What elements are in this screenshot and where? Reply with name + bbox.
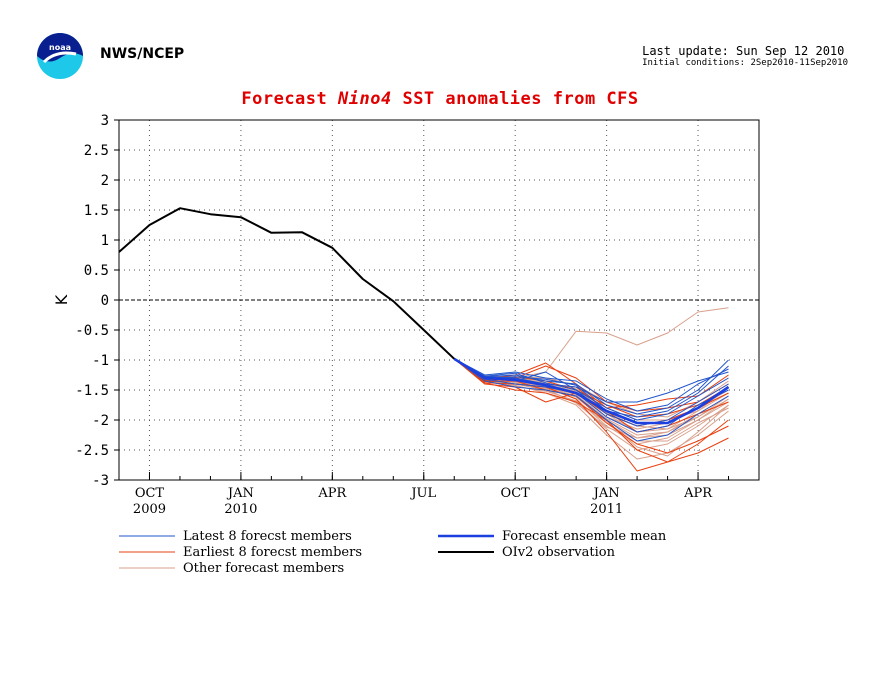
y-tick-label: 1.5 [84, 203, 109, 219]
y-tick-label: -2.5 [75, 443, 109, 459]
x-year-label: 2011 [590, 502, 623, 517]
svg-text:noaa: noaa [49, 43, 71, 52]
title-part-2: Nino4 [338, 89, 392, 109]
x-tick-label: OCT [135, 486, 165, 501]
x-tick-label: JAN [592, 486, 620, 501]
earliest-member-line [453, 358, 729, 454]
y-tick-label: 1 [101, 233, 109, 249]
y-tick-label: -1.5 [75, 383, 109, 399]
noaa-logo: noaa [37, 33, 83, 79]
x-tick-label: JUL [409, 486, 436, 501]
y-tick-label: 0.5 [84, 263, 109, 279]
title-part-3: SST anomalies from CFS [402, 89, 639, 109]
x-year-label: 2009 [133, 502, 166, 517]
y-tick-label: 3 [101, 113, 109, 129]
y-tick-label: -1 [92, 353, 109, 369]
y-tick-label: 2 [101, 173, 109, 189]
legend-label-other: Other forecast members [183, 561, 344, 576]
legend-label-observation: OIv2 observation [502, 545, 616, 560]
observation-line [118, 207, 455, 360]
initial-conditions-text: Initial conditions: 2Sep2010-11Sep2010 [642, 58, 848, 68]
y-tick-label: -0.5 [75, 323, 109, 339]
earliest-member-line [453, 358, 729, 463]
chart-title: Forecast Nino4 SST anomalies from CFS [0, 89, 880, 109]
latest-member-line [453, 358, 729, 415]
ensemble-mean-line [453, 357, 730, 425]
latest-member-line [453, 358, 729, 412]
y-tick-label: -2 [92, 413, 109, 429]
legend-label-latest: Latest 8 forecst members [183, 529, 352, 544]
y-tick-label: 2.5 [84, 143, 109, 159]
y-tick-label: 0 [101, 293, 109, 309]
update-info: Last update: Sun Sep 12 2010 Initial con… [642, 44, 848, 68]
x-year-label: 2010 [224, 502, 257, 517]
latest-member-line [453, 358, 729, 442]
title-part-1: Forecast [241, 89, 328, 109]
other-member-line [453, 358, 729, 442]
y-axis-label: K [52, 294, 71, 305]
y-tick-label: -3 [92, 473, 109, 489]
x-tick-label: APR [317, 486, 347, 501]
x-tick-label: JAN [226, 486, 254, 501]
org-label: NWS/NCEP [100, 46, 185, 62]
earliest-member-line [453, 358, 729, 472]
legend-label-ensemble_mean: Forecast ensemble mean [502, 529, 667, 544]
last-update-text: Last update: Sun Sep 12 2010 [642, 44, 845, 58]
legend-label-earliest: Earliest 8 forecst members [183, 545, 362, 560]
plot-frame [118, 119, 760, 481]
latest-member-line [453, 358, 729, 418]
other-member-line [453, 307, 729, 379]
x-tick-label: APR [683, 486, 713, 501]
x-tick-label: OCT [501, 486, 531, 501]
